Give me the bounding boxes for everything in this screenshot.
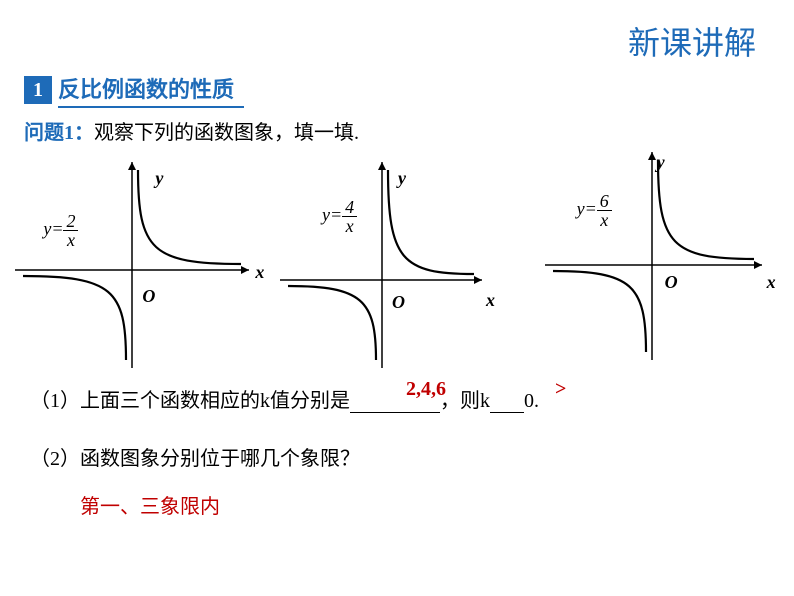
section-header: 1 反比例函数的性质 <box>24 72 244 108</box>
item1-post: 0. <box>524 390 539 412</box>
answer-quadrants: 第一、三象限内 <box>80 490 220 519</box>
question-body: 观察下列的函数图象，填一填. <box>94 122 359 144</box>
curve-q3 <box>23 276 126 360</box>
chart-1: y=2x y x O <box>7 150 257 370</box>
question-prefix: 问题1： <box>24 122 94 144</box>
blank-2 <box>490 412 524 413</box>
chart-2-ylabel: y <box>398 168 406 189</box>
chart-2-formula: y=4x <box>322 198 357 235</box>
chart-svg-3 <box>537 150 787 370</box>
item-1: （1）上面三个函数相应的k值分别是 ，则k 0. <box>30 384 539 413</box>
chart-3-formula: y=6x <box>577 192 612 229</box>
chart-1-origin: O <box>142 286 155 307</box>
curve-q1 <box>138 170 241 264</box>
x-axis-arrow <box>754 261 762 269</box>
charts-row: y=2x y x O y=4x y x O <box>0 150 794 370</box>
chart-2-xlabel: x <box>486 290 495 311</box>
section-number: 1 <box>24 76 52 104</box>
x-axis-arrow <box>241 266 249 274</box>
y-axis-arrow <box>128 162 136 170</box>
section-title: 反比例函数的性质 <box>58 72 244 108</box>
answer-quadrants-text: 第一、三象限内 <box>80 496 220 518</box>
curve-q3 <box>553 271 646 352</box>
curve-q3 <box>288 286 376 360</box>
chart-3-xlabel: x <box>767 272 776 293</box>
item1-pre: （1）上面三个函数相应的k值分别是 <box>30 390 350 412</box>
chart-3-ylabel: y <box>657 152 665 173</box>
blank-1 <box>350 412 440 413</box>
chart-1-ylabel: y <box>155 168 163 189</box>
curve-q1 <box>658 160 754 259</box>
chart-2-origin: O <box>392 292 405 313</box>
chart-svg-1 <box>7 150 257 370</box>
chart-1-formula: y=2x <box>43 212 78 249</box>
page-header-title: 新课讲解 <box>628 18 756 64</box>
answer-k-values: 2,4,6 <box>406 378 446 401</box>
question-1: 问题1：观察下列的函数图象，填一填. <box>24 116 359 145</box>
x-axis-arrow <box>474 276 482 284</box>
chart-2: y=4x y x O <box>272 150 522 370</box>
item1-mid: ，则k <box>440 390 490 412</box>
chart-1-xlabel: x <box>255 262 264 283</box>
item-2: （2）函数图象分别位于哪几个象限？ <box>30 442 360 471</box>
chart-3-origin: O <box>665 272 678 293</box>
chart-3: y=6x y x O <box>537 150 787 370</box>
y-axis-arrow <box>378 162 386 170</box>
chart-svg-2 <box>272 150 522 370</box>
answer-k-sign: > <box>555 378 566 401</box>
y-axis-arrow <box>648 152 656 160</box>
